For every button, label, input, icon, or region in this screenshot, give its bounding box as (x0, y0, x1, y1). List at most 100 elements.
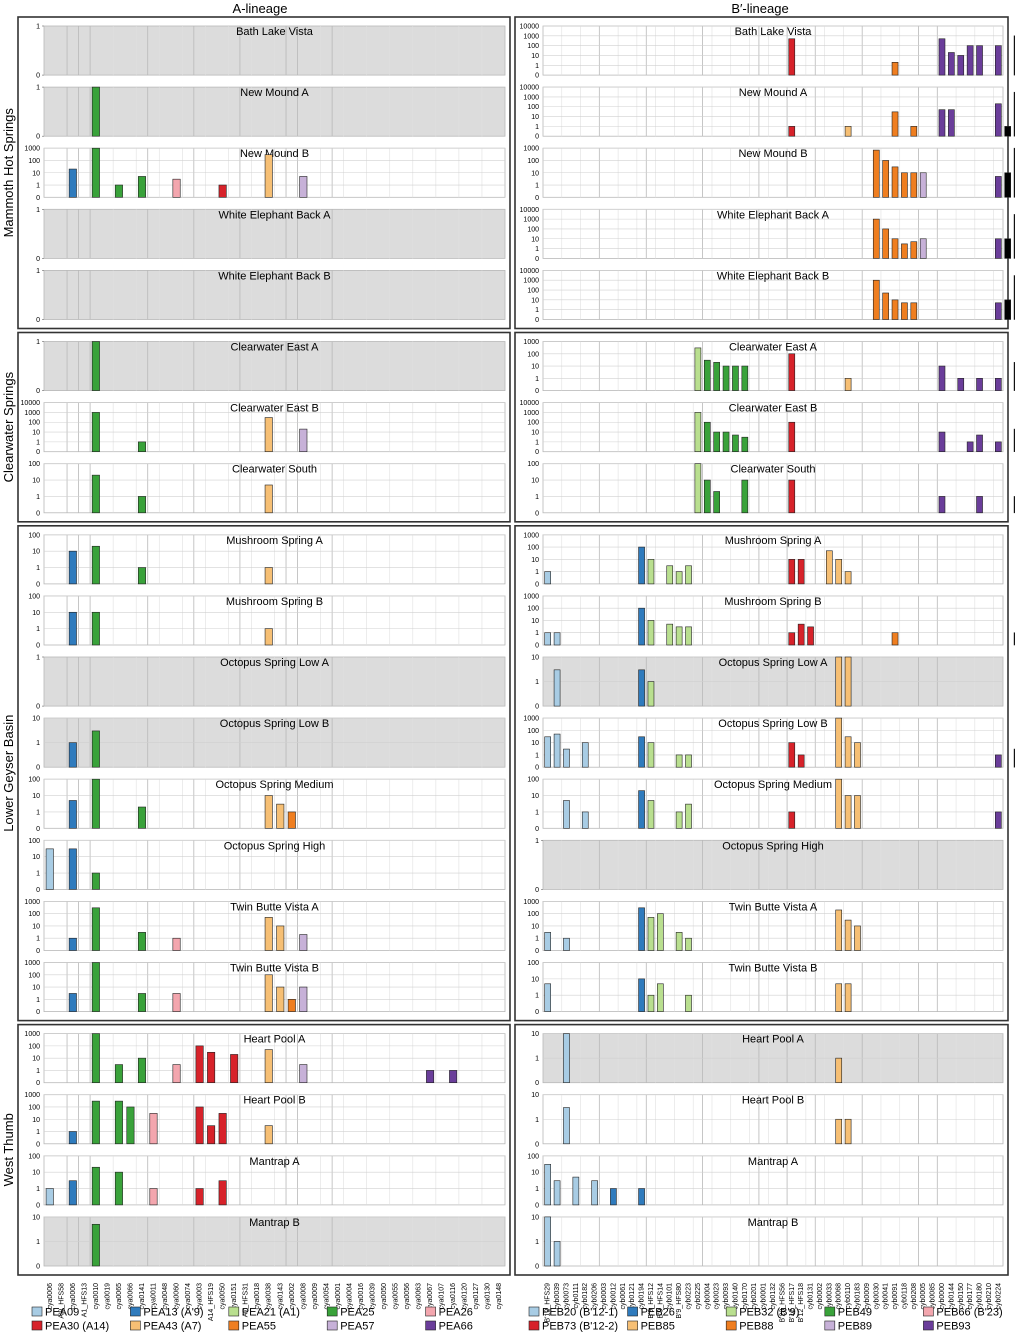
panel-title: Heart Pool B (742, 1095, 804, 1107)
y-tick-label: 0 (36, 1264, 40, 1271)
x-tick-label: cyb0111 (573, 1283, 580, 1309)
bar-cyb0131 (807, 626, 814, 646)
bar-cyb0223 (685, 994, 692, 1012)
bar-cyb0118 (901, 302, 908, 320)
y-tick-label: 0 (36, 1080, 40, 1087)
panel-title: White Elephant Back B (218, 270, 331, 282)
y-tick-label: 10 (32, 793, 40, 800)
panel-title: Heart Pool A (244, 1034, 306, 1046)
bar-cya0141 (137, 993, 146, 1012)
bar-b-9-hfs80 (675, 932, 683, 951)
panel-title: White Elephant Back A (717, 209, 830, 221)
bar-b-9-hfs80 (675, 571, 683, 585)
x-tick-label: cya0011 (150, 1283, 157, 1309)
bar-cyb0068 (835, 656, 843, 707)
bar-b-12-hfs29 (544, 571, 551, 585)
x-tick-label: cya0060 (174, 1283, 181, 1310)
bar-cyb0073 (563, 1033, 570, 1083)
x-tick-label: cya0074 (185, 1283, 192, 1310)
y-tick-label: 10 (32, 610, 40, 617)
bar-cya0008 (299, 428, 308, 452)
bar-cya0038 (264, 917, 273, 951)
x-tick-label: cya0151 (231, 1283, 238, 1310)
y-tick-label: 100 (28, 1104, 40, 1111)
panel-title: Octopus Spring High (722, 840, 824, 852)
y-tick-label: 0 (36, 1141, 40, 1148)
bar-cyb0194 (638, 736, 645, 768)
x-tick-label: cyb0121 (629, 1283, 636, 1310)
panel-title: Mushroom Spring B (226, 596, 323, 608)
bar-cya0010 (91, 545, 100, 585)
y-tick-label: 1000 (523, 716, 539, 723)
x-tick-label: cya0050 (220, 1283, 227, 1310)
bar-cya0060 (172, 993, 181, 1012)
bar-cyb0225 (694, 347, 702, 391)
panel-b-octopus-spring-low-a: 0 1 10 Octopus Spring Low A (531, 655, 1004, 711)
x-tick-label: cyb0093 (723, 1283, 730, 1310)
panel-title: Bath Lake Vista (236, 26, 314, 38)
y-tick-label: 1 (535, 752, 539, 759)
y-tick-label: 10 (531, 1092, 539, 1099)
bar-cyb0183 (854, 742, 861, 768)
panel-a-mushroom-spring-b: 0 1 10 100 Mushroom Spring B (28, 593, 506, 650)
y-tick-label: 0 (535, 887, 539, 894)
panel-title: Twin Butte Vista A (729, 901, 818, 913)
bar-cyb0183 (854, 925, 861, 951)
plot-area (542, 86, 1004, 137)
bar-cyb0182 (581, 811, 589, 829)
legend-swatch-pea57 (326, 1320, 338, 1331)
panel-a-octopus-spring-low-a: 0 1 Octopus Spring Low A (36, 655, 506, 711)
panel-a-clearwater-south: 0 1 10 100 Clearwater South (28, 461, 506, 517)
x-tick-label: B'9_HFS12 (648, 1283, 655, 1319)
panel-title: Heart Pool B (243, 1095, 305, 1107)
bar-cya0038 (264, 795, 273, 829)
bar-cyb0030 (872, 218, 880, 259)
x-tick-label: cyb0131 (808, 1283, 815, 1310)
bar-cyb0101 (666, 623, 674, 646)
bar-cyb0170 (741, 365, 749, 391)
y-tick-label: 100 (28, 461, 40, 468)
bar-cyb0180 (976, 45, 983, 76)
panel-b-octopus-spring-medium: 0 1 10 100 Octopus Spring Medium (527, 777, 1004, 833)
x-tick-label: cyb0150 (958, 1283, 965, 1310)
bar-cya0003 (195, 1188, 204, 1206)
panel-b-bath-lake-vista: 0 1 10 100 1000 10000 Bath Lake Vista (520, 24, 1015, 80)
bar-cyb0177 (966, 441, 974, 453)
panel-title: Bath Lake Vista (735, 26, 813, 38)
x-tick-label: cya0130 (485, 1283, 492, 1310)
y-tick-label: 1 (535, 124, 539, 131)
y-tick-label: 1 (535, 809, 539, 816)
y-tick-label: 100 (527, 606, 539, 613)
y-tick-label: 100 (527, 420, 539, 427)
bar-undefined (1004, 126, 1011, 137)
legend-label-pea21-a1: PEA21 (A1) (242, 1307, 300, 1319)
legend-swatch-peb93 (923, 1320, 934, 1331)
bar-cya0002 (287, 811, 296, 829)
bar-cya0066 (126, 1106, 135, 1145)
panel-a-mushroom-spring-a: 0 1 10 100 Mushroom Spring A (28, 532, 506, 588)
x-tick-label: cya0054 (323, 1283, 330, 1310)
panel-title: Mushroom Spring A (226, 535, 323, 547)
bar-cya0010 (91, 412, 100, 453)
y-tick-label: 1 (36, 207, 40, 214)
x-tick-label: cya0066 (127, 1283, 134, 1310)
legend-swatch-pea21-a1 (228, 1306, 240, 1317)
bar-cya0065 (114, 1171, 123, 1206)
y-tick-label: 10 (531, 976, 539, 983)
bar-b-9-hfs14 (657, 983, 664, 1012)
x-tick-label: cya0055 (393, 1283, 400, 1310)
panel-b-mushroom-spring-b: 0 1 10 100 1000 Mushroom Spring B (523, 593, 1015, 650)
y-tick-label: 10 (32, 1056, 40, 1063)
y-tick-label: 0 (36, 388, 40, 395)
bar-cyb0110 (844, 1118, 852, 1145)
bar-cyb0000 (938, 431, 946, 452)
x-tick-label: cyb0144 (948, 1283, 955, 1310)
y-tick-label: 10 (32, 549, 40, 556)
section-frame-b (514, 524, 1009, 1022)
bar-cya0006 (68, 1180, 77, 1206)
section-frame-a (17, 524, 511, 1022)
bar-cyb0093 (722, 431, 730, 452)
x-tick-label: cya0016 (358, 1283, 365, 1310)
y-tick-label: 1 (535, 1186, 539, 1193)
legend-label-pea55: PEA55 (242, 1321, 276, 1333)
